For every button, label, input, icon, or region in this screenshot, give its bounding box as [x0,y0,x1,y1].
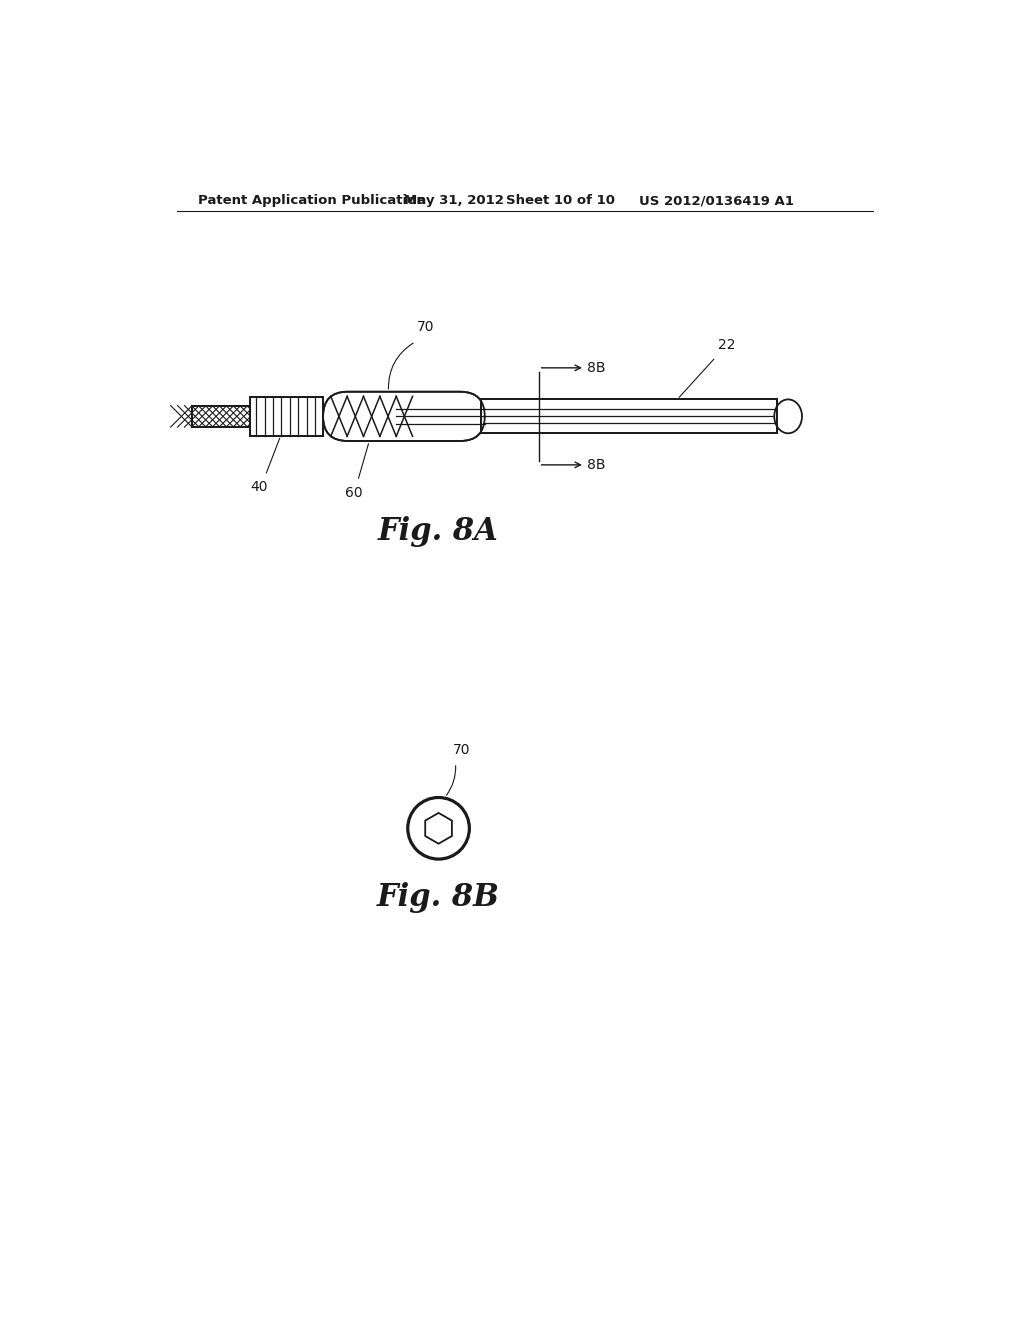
Bar [193,405,250,428]
Text: Fig. 8B: Fig. 8B [377,882,500,913]
Polygon shape [425,813,452,843]
Text: Patent Application Publication: Patent Application Publication [199,194,426,207]
Ellipse shape [774,400,802,433]
Text: 8B: 8B [587,360,605,375]
Text: 8B: 8B [587,458,605,471]
Bar [250,397,323,436]
Text: May 31, 2012: May 31, 2012 [403,194,504,207]
Text: 60: 60 [345,486,362,500]
Text: 70: 70 [417,319,434,334]
Bar [481,400,777,433]
Text: 22: 22 [718,338,735,351]
Text: US 2012/0136419 A1: US 2012/0136419 A1 [639,194,794,207]
Text: 70: 70 [453,743,470,758]
Bar [193,405,250,428]
FancyBboxPatch shape [323,392,484,441]
Text: Sheet 10 of 10: Sheet 10 of 10 [506,194,615,207]
Bar [250,397,323,436]
Circle shape [408,797,469,859]
Text: Fig. 8A: Fig. 8A [378,516,499,548]
Bar [481,400,777,433]
Text: 40: 40 [250,480,267,494]
